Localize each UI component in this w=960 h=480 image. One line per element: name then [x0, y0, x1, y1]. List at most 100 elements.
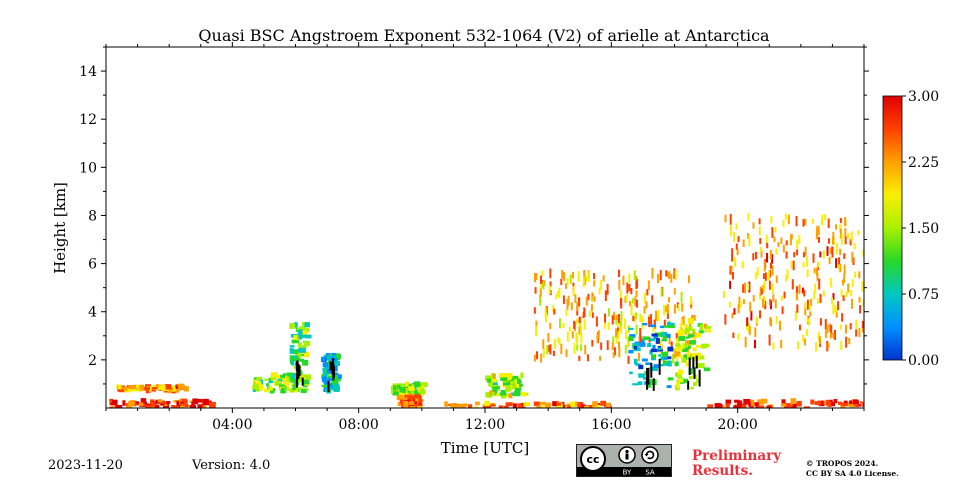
data-cell: [770, 262, 773, 269]
data-cell: [653, 364, 660, 369]
data-cell: [732, 332, 735, 339]
data-cell: [581, 404, 586, 408]
data-cell: [282, 379, 290, 385]
data-cell: [474, 406, 478, 408]
data-cell: [673, 268, 676, 279]
data-cell: [744, 336, 747, 348]
data-cell: [630, 304, 633, 316]
data-cell: [826, 246, 829, 256]
data-cell: [651, 354, 657, 359]
data-cell: [648, 337, 651, 343]
data-cell: [630, 287, 633, 295]
data-cell: [650, 348, 658, 353]
data-cell: [862, 299, 864, 307]
data-cell: [767, 270, 770, 281]
data-cell: [535, 325, 538, 337]
data-cell: [592, 401, 598, 407]
data-cell: [295, 351, 301, 358]
data-cell: [683, 343, 689, 348]
data-cell: [775, 248, 778, 255]
data-cell: [650, 338, 656, 342]
data-cell: [672, 353, 675, 364]
data-cell: [576, 344, 579, 351]
data-cell: [667, 322, 675, 327]
data-cell: [660, 287, 663, 297]
data-cell: [500, 392, 506, 399]
data-cell: [843, 273, 846, 283]
data-cell: [484, 400, 490, 407]
data-cell: [140, 398, 147, 404]
data-cell: [558, 287, 561, 298]
data-cell: [491, 392, 495, 396]
data-cell: [588, 271, 591, 282]
cc-license-badge[interactable]: cc BY SA: [576, 444, 672, 477]
data-cell: [647, 342, 652, 348]
data-cell: [697, 355, 705, 360]
data-cell: [859, 401, 864, 404]
data-cell: [292, 349, 299, 355]
data-cell: [729, 265, 732, 275]
data-cell: [414, 390, 422, 396]
data-cell: [784, 213, 787, 220]
data-cell: [556, 402, 562, 406]
data-cell: [667, 271, 670, 278]
data-cell: [840, 234, 843, 245]
data-cell: [660, 356, 664, 361]
data-cell: [536, 405, 542, 408]
data-cell: [628, 273, 631, 283]
data-cell: [832, 293, 835, 300]
data-cell: [596, 333, 599, 344]
data-cell: [768, 334, 771, 346]
data-cell: [725, 404, 730, 408]
data-cell: [731, 271, 734, 280]
data-cell: [629, 334, 636, 338]
badge-sa-label: SA: [645, 469, 655, 477]
data-cell: [154, 404, 160, 408]
data-cell: [681, 303, 684, 312]
data-cell: [255, 388, 259, 392]
data-cell: [177, 383, 185, 390]
data-cell: [660, 325, 665, 329]
data-cell: [684, 328, 690, 334]
data-cell: [641, 358, 648, 362]
data-cell: [734, 257, 737, 267]
data-cell: [647, 280, 650, 290]
data-cell: [523, 402, 530, 407]
data-cell: [325, 353, 332, 359]
data-cell: [567, 295, 570, 306]
data-cell-saturated: [298, 365, 301, 376]
data-cell: [209, 401, 216, 408]
data-cell: [584, 277, 587, 285]
data-cell: [533, 354, 536, 362]
data-cell: [667, 356, 672, 360]
data-cell: [848, 337, 851, 345]
data-cell: [552, 401, 559, 407]
data-cell: [560, 278, 563, 285]
data-cell: [752, 402, 759, 406]
data-cell: [709, 404, 713, 408]
data-cell: [791, 279, 794, 290]
data-cell: [286, 376, 293, 382]
data-cell: [817, 236, 820, 243]
data-cell: [688, 322, 691, 330]
data-cell: [661, 351, 669, 358]
data-cell: [533, 401, 540, 406]
data-cell: [824, 319, 827, 330]
data-cell: [733, 231, 736, 243]
data-cell: [665, 363, 670, 367]
data-cell: [655, 337, 660, 344]
data-cell: [825, 399, 830, 406]
data-cell: [828, 256, 831, 265]
y-axis-label: Height [km]: [51, 182, 69, 274]
data-cell: [304, 323, 310, 328]
data-cell-saturated: [692, 357, 695, 369]
copyright-notice: © TROPOS 2024. CC BY SA 4.0 License.: [806, 459, 899, 479]
data-cell: [512, 384, 517, 389]
data-cell: [492, 373, 496, 379]
axis-ticks: 04:00 08:00 12:00 16:00 20:00 2 4 6 8 10 12 14: [79, 42, 869, 433]
data-cell: [662, 335, 667, 339]
data-cell: [293, 357, 301, 361]
data-cell: [408, 395, 416, 399]
data-cell: [405, 384, 412, 388]
